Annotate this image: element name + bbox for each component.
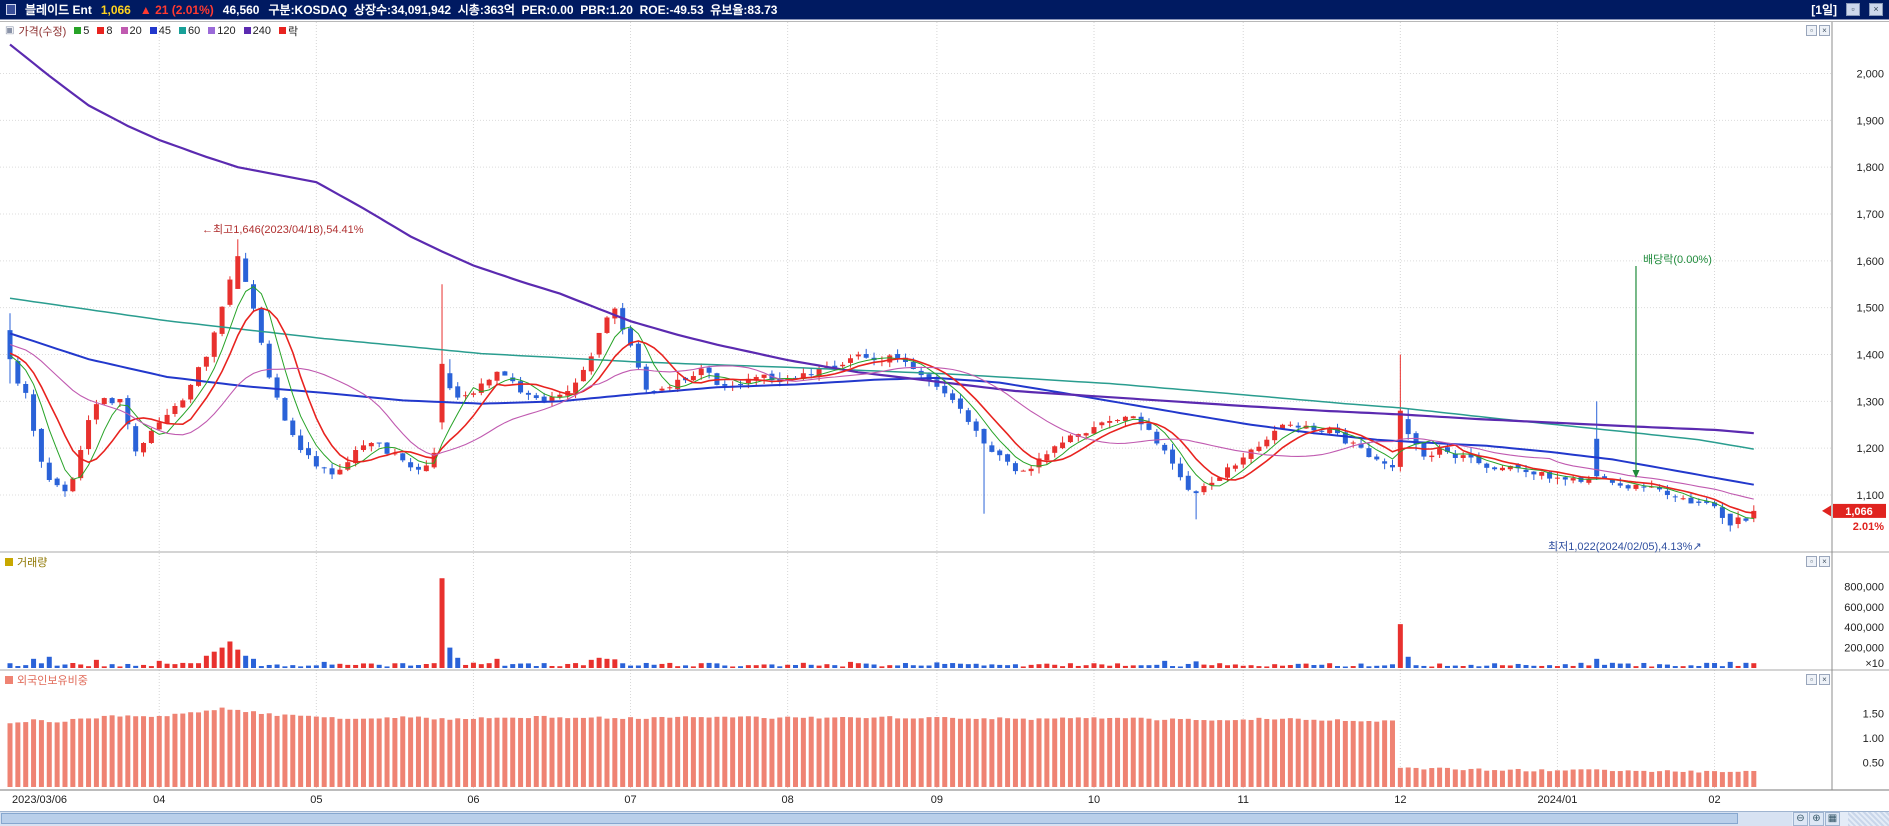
- ma-legend-120[interactable]: 120: [208, 25, 236, 37]
- volume-legend-label: 거래량: [17, 556, 48, 569]
- ma240-line: [9, 43, 1754, 435]
- price-panel-legend: ▣ 가격(수정) 5 8 20 45 60 120 240 락: [5, 23, 298, 39]
- svg-text:05: 05: [310, 794, 322, 806]
- svg-text:1,100: 1,100: [1856, 490, 1884, 502]
- svg-text:12: 12: [1394, 794, 1406, 806]
- svg-text:07: 07: [624, 794, 636, 806]
- svg-text:2024/01: 2024/01: [1538, 794, 1578, 806]
- svg-text:02: 02: [1708, 794, 1720, 806]
- panel-expand-icon[interactable]: ▫: [1806, 25, 1817, 36]
- foreign-legend-label: 외국인보유비중: [17, 674, 88, 687]
- panel-settings-icon[interactable]: ▣: [5, 25, 15, 36]
- ma-legend-20[interactable]: 20: [120, 25, 142, 37]
- ma-legend-60[interactable]: 60: [179, 25, 200, 37]
- svg-text:1,900: 1,900: [1856, 115, 1884, 127]
- svg-text:1.50: 1.50: [1863, 709, 1884, 721]
- low-annotation: 최저1,022(2024/02/05),4.13%↗: [1548, 541, 1702, 553]
- ma-legend-items: 5 8 20 45 60 120 240 락: [74, 23, 298, 39]
- svg-text:06: 06: [467, 794, 479, 806]
- gridlines: 2,000 1,900 1,800 1,700 1,600 1,500 1,400 1,300…: [0, 22, 1884, 806]
- foreign-legend: 외국인보유비중: [5, 673, 88, 687]
- ex-dividend-arrow: [1632, 470, 1640, 478]
- svg-text:600,000: 600,000: [1844, 602, 1884, 614]
- today-volume: 46,560: [222, 2, 260, 17]
- foreign-panel-buttons: ▫ ×: [1806, 674, 1830, 685]
- svg-text:400,000: 400,000: [1844, 622, 1884, 634]
- svg-text:200,000: 200,000: [1844, 643, 1884, 655]
- candles: [7, 239, 1757, 532]
- ma8-line: [9, 307, 1754, 514]
- current-price-arrow: [1822, 505, 1831, 517]
- panel-close-icon[interactable]: ×: [1819, 674, 1830, 685]
- svg-text:1,600: 1,600: [1856, 256, 1884, 268]
- svg-text:08: 08: [782, 794, 794, 806]
- current-price-badge: [1833, 503, 1886, 518]
- foreign-ownership-bars: [7, 707, 1757, 787]
- chart-tool-button[interactable]: ▦: [1825, 812, 1840, 826]
- scrollbar-thumb[interactable]: [1, 813, 1738, 824]
- stock-name: 블레이드 Ent: [25, 3, 92, 17]
- svg-text:2,000: 2,000: [1856, 69, 1884, 81]
- svg-text:1,300: 1,300: [1856, 396, 1884, 408]
- window-close-button[interactable]: ×: [1869, 3, 1883, 16]
- chart-window-icon: [6, 4, 16, 15]
- ma-legend-45[interactable]: 45: [149, 25, 171, 37]
- svg-text:1,200: 1,200: [1856, 443, 1884, 455]
- ma5-line: [9, 285, 1754, 519]
- svg-text:1,500: 1,500: [1856, 303, 1884, 315]
- ex-dividend-annotation: 배당락(0.00%): [1643, 254, 1712, 266]
- svg-text:2023/03/06: 2023/03/06: [12, 794, 67, 806]
- svg-text:10: 10: [1088, 794, 1100, 806]
- svg-text:11: 11: [1238, 794, 1249, 806]
- zoom-out-button[interactable]: ⊖: [1793, 812, 1808, 826]
- resize-grip[interactable]: [1848, 812, 1889, 826]
- current-price: 1,066: [100, 2, 131, 17]
- ma-legend-240[interactable]: 240: [243, 25, 271, 37]
- panel-expand-icon[interactable]: ▫: [1806, 556, 1817, 567]
- period-label[interactable]: [1일]: [1811, 3, 1837, 17]
- scrollbar-track[interactable]: [0, 812, 1792, 826]
- svg-text:800,000: 800,000: [1844, 581, 1884, 593]
- panel-expand-icon[interactable]: ▫: [1806, 674, 1817, 685]
- ma-legend-8[interactable]: 8: [97, 25, 113, 37]
- ma-legend-5[interactable]: 5: [74, 25, 89, 37]
- price-panel-buttons: ▫ ×: [1806, 25, 1830, 36]
- ma45-line: [9, 332, 1754, 486]
- ma-legend-락[interactable]: 락: [278, 23, 298, 39]
- volume-panel-buttons: ▫ ×: [1806, 556, 1830, 567]
- svg-text:1,700: 1,700: [1856, 209, 1884, 221]
- window-minimize-button[interactable]: ▫: [1846, 3, 1860, 16]
- foreign-legend-swatch: [5, 675, 13, 684]
- svg-text:0.50: 0.50: [1863, 758, 1884, 770]
- svg-text:04: 04: [153, 794, 165, 806]
- svg-text:1,066: 1,066: [1845, 506, 1873, 518]
- panel-close-icon[interactable]: ×: [1819, 556, 1830, 567]
- title-bar: 블레이드 Ent 1,066 ▲ 21 (2.01%) 46,560 구분:KO…: [0, 0, 1889, 20]
- svg-text:2.01%: 2.01%: [1853, 521, 1884, 533]
- stock-info-fields: 구분:KOSDAQ 상장수:34,091,942 시총:363억 PER:0.0…: [268, 3, 778, 17]
- high-annotation: ←최고1,646(2023/04/18),54.41%: [202, 224, 364, 236]
- svg-text:×10: ×10: [1865, 658, 1884, 670]
- volume-legend: 거래량: [5, 555, 48, 569]
- panel-close-icon[interactable]: ×: [1819, 25, 1830, 36]
- price-change: ▲ 21 (2.01%): [139, 2, 214, 17]
- svg-text:1,400: 1,400: [1856, 349, 1884, 361]
- volume-legend-swatch: [5, 557, 13, 566]
- price-legend-title: 가격(수정): [18, 25, 67, 38]
- volume-bars: [7, 578, 1757, 668]
- ma20-line: [9, 343, 1754, 500]
- svg-text:1.00: 1.00: [1863, 733, 1884, 745]
- chart-scrollbar-strip: ⊖ ⊕ ▦: [0, 811, 1889, 826]
- zoom-in-button[interactable]: ⊕: [1809, 812, 1824, 826]
- svg-text:09: 09: [931, 794, 943, 806]
- svg-text:1,800: 1,800: [1856, 162, 1884, 174]
